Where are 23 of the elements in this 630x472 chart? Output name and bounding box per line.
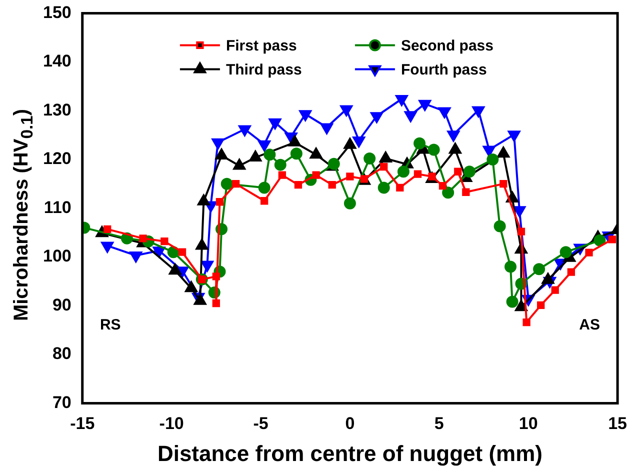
x-axis-title: Distance from centre of nugget (mm) [157,440,542,466]
x-tick-label: -15 [70,414,95,434]
x-tick-label: -10 [159,414,184,434]
legend-label: First pass [226,37,297,54]
x-tick-label: 0 [345,414,355,434]
y-tick-label: 140 [42,52,72,71]
y-tick-label: 80 [52,344,72,364]
y-tick-label: 90 [52,295,72,314]
y-tick-label: 130 [42,100,72,120]
annotation: RS [100,316,121,334]
y-tick-label: 70 [52,392,72,412]
legend-label: Third pass [226,61,302,78]
x-tick-label: 15 [608,414,628,434]
y-tick-label: 110 [44,198,72,217]
legend-label: Second pass [400,37,494,54]
annotation: AS [579,316,600,334]
legend-label: Fourth pass [400,61,487,78]
x-tick-label: 5 [434,414,444,434]
y-tick-label: 100 [42,246,72,266]
x-tick-label: 10 [518,414,538,434]
x-tick-label: -5 [253,414,268,434]
y-tick-label: 120 [42,149,72,168]
y-tick-label: 150 [42,2,72,22]
